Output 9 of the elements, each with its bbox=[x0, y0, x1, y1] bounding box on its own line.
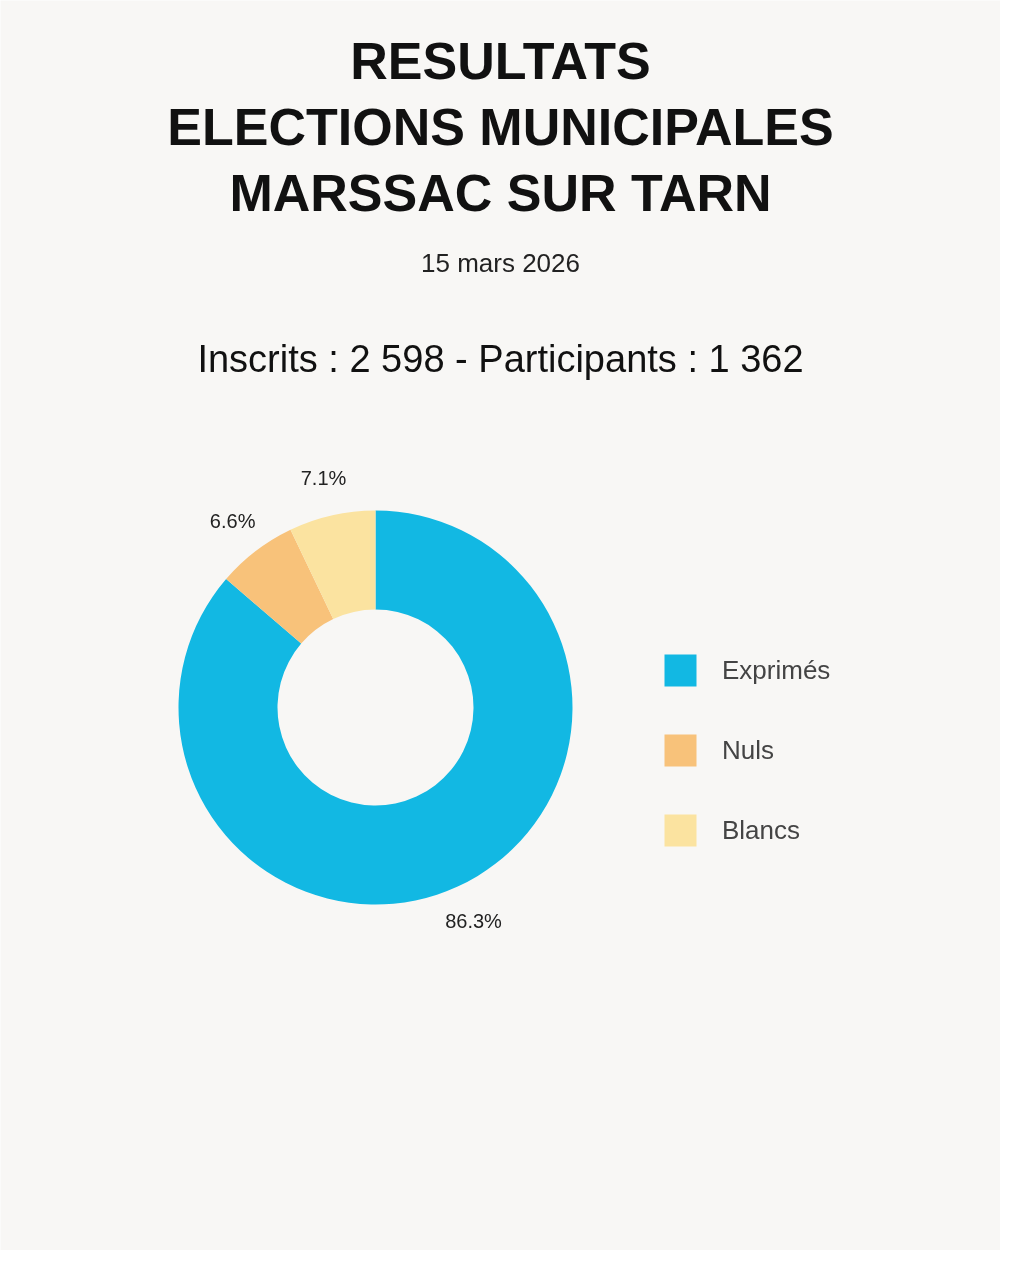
data-label: 7.1% bbox=[300, 467, 347, 490]
data-label: 86.3% bbox=[445, 910, 503, 933]
text: Inscrits : 2 598 - Participants : 1 362 bbox=[197, 337, 804, 380]
data-label: 6.6% bbox=[209, 509, 256, 532]
legend-label: Nuls bbox=[722, 734, 775, 766]
legend-label: Exprimés bbox=[722, 654, 831, 686]
chart-title: RESULTATS ELECTIONS MUNICIPALES MARSSAC SUR TARN bbox=[167, 31, 834, 222]
legend-label: Blancs bbox=[722, 814, 801, 846]
chart-subtitle: 15 mars 2026 bbox=[421, 247, 580, 278]
